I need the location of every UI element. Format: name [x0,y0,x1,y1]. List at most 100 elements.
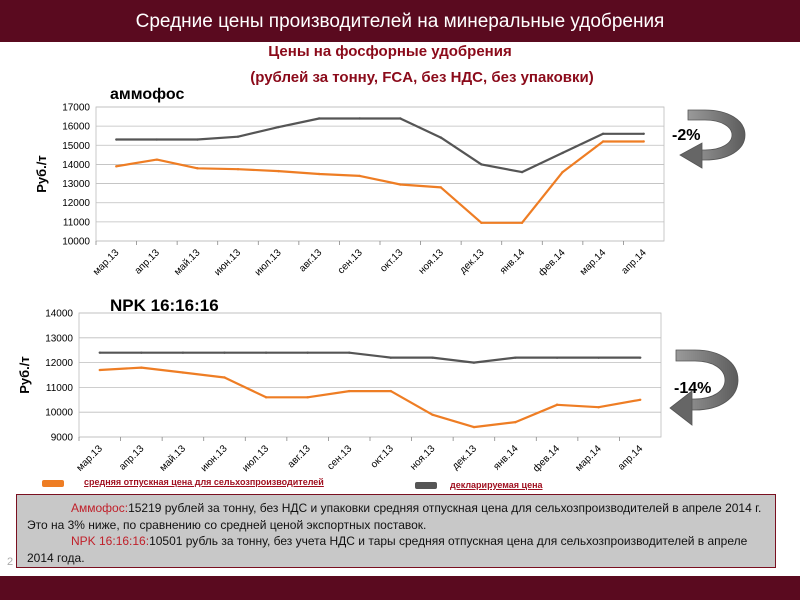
x-tick-label: янв.14 [492,443,521,472]
legend-swatch-producer [42,480,64,487]
x-tick-label: янв.14 [498,247,527,276]
legend-label-producer: средняя отпускная цена для сельхозпроизв… [84,477,324,487]
x-tick-label: сен.13 [325,443,354,472]
summary-ammophos-text: 15219 рублей за тонну, без НДС и упаковк… [27,501,762,532]
x-tick-label: июл.13 [240,443,271,474]
data-point [277,125,280,129]
y-tick-label: 13000 [62,179,90,190]
y-tick-label: 11000 [63,217,91,228]
data-point [264,351,268,354]
data-point [555,403,559,406]
x-tick-label: мар.14 [578,247,609,278]
chart-npk-title: NPK 16:16:16 [110,296,219,315]
y-tick-label: 14000 [45,309,73,320]
x-tick-label: мар.13 [75,443,106,474]
data-point [561,170,564,174]
data-point [389,356,392,359]
data-point [439,186,443,189]
summary-box: Аммофос:15219 рублей за тонну, без НДС и… [16,494,776,568]
x-tick-label: апр.13 [117,443,147,473]
data-point [639,356,642,359]
data-point [639,398,642,401]
data-point [115,138,118,141]
data-point [223,351,226,354]
x-tick-label: окт.13 [378,247,405,274]
x-tick-label: мар.13 [91,247,122,278]
data-point [181,371,185,374]
y-tick-label: 17000 [62,103,90,114]
page-number: 2 [7,556,14,568]
data-point [472,425,476,429]
chart-ammophos-title: аммофос [110,86,185,103]
data-point [520,221,524,225]
y-tick-label: 10000 [45,408,73,419]
data-point [358,117,361,120]
x-tick-label: апр.14 [616,443,646,473]
x-tick-label: ноя.13 [417,247,447,277]
series-line-producer [99,366,641,429]
data-point [236,168,240,171]
data-point [399,117,402,120]
decrease-arrow-icon [669,349,739,426]
chart-npk: 9000 10000 11000 12000 13000 14000 мар.13 апр.1… [17,309,662,474]
x-tick-label: сен.13 [336,247,365,276]
data-point [264,396,268,399]
y-axis-label: Руб./т [34,155,49,193]
data-point [597,406,600,409]
series-line-producer [116,140,644,224]
plot-frame [95,106,665,242]
data-point [561,151,564,155]
data-point [155,158,159,161]
y-tick-label: 15000 [62,141,90,152]
series-line-declared [116,117,644,174]
summary-npk: NPK 16:16:16:10501 рубль за тонну, без у… [27,533,767,566]
data-point [277,169,280,173]
data-point [642,132,645,135]
ammophos-change-label: -2% [672,127,701,144]
data-point [431,356,434,359]
data-point [439,136,443,139]
x-tick-label: ноя.13 [408,443,438,473]
data-point [223,376,226,379]
x-tick-label: дек.13 [458,247,487,276]
legend-swatch-declared [415,482,437,489]
y-tick-label: 16000 [62,122,90,133]
x-tick-label: май.13 [172,247,203,278]
x-tick-label: июн.13 [199,443,230,474]
y-tick-label: 11000 [46,383,74,394]
data-point [520,170,524,174]
data-point [472,361,476,364]
x-tick-label: дек.13 [450,443,479,472]
plot-frame [78,312,662,438]
data-point [348,389,351,393]
data-point [399,183,402,186]
data-point [306,396,309,399]
x-tick-label: июн.13 [212,247,243,278]
data-point [514,420,517,424]
x-tick-label: окт.13 [369,443,396,470]
x-tick-label: авг.13 [286,443,313,470]
chart-subtitle-line1: Цены на фосфорные удобрения [268,43,512,60]
data-point [115,165,118,168]
chart-ammophos: 10000 11000 12000 13000 14000 15000 16000 17000… [34,103,665,278]
summary-ammophos: Аммофос:15219 рублей за тонну, без НДС и… [27,500,767,533]
y-tick-label: 13000 [45,333,73,344]
y-axis-label: Руб./т [17,356,32,394]
decrease-arrow-icon [679,109,746,169]
chart-subtitle-line2: (рублей за тонну, FCA, без НДС, без упак… [250,69,594,86]
data-point [358,174,361,178]
x-tick-label: июл.13 [253,247,284,278]
data-point [98,351,101,354]
legend-label-declared: декларируемая цена [450,480,543,490]
x-tick-label: апр.13 [133,247,163,277]
data-point [306,351,309,354]
y-tick-label: 12000 [62,198,90,209]
x-tick-label: фев.14 [536,246,568,278]
x-tick-label: мар.14 [573,443,604,474]
y-tick-label: 10000 [62,237,90,248]
data-point [480,163,483,166]
y-tick-label: 9000 [51,433,74,444]
data-point [98,368,101,372]
data-point [389,389,392,393]
